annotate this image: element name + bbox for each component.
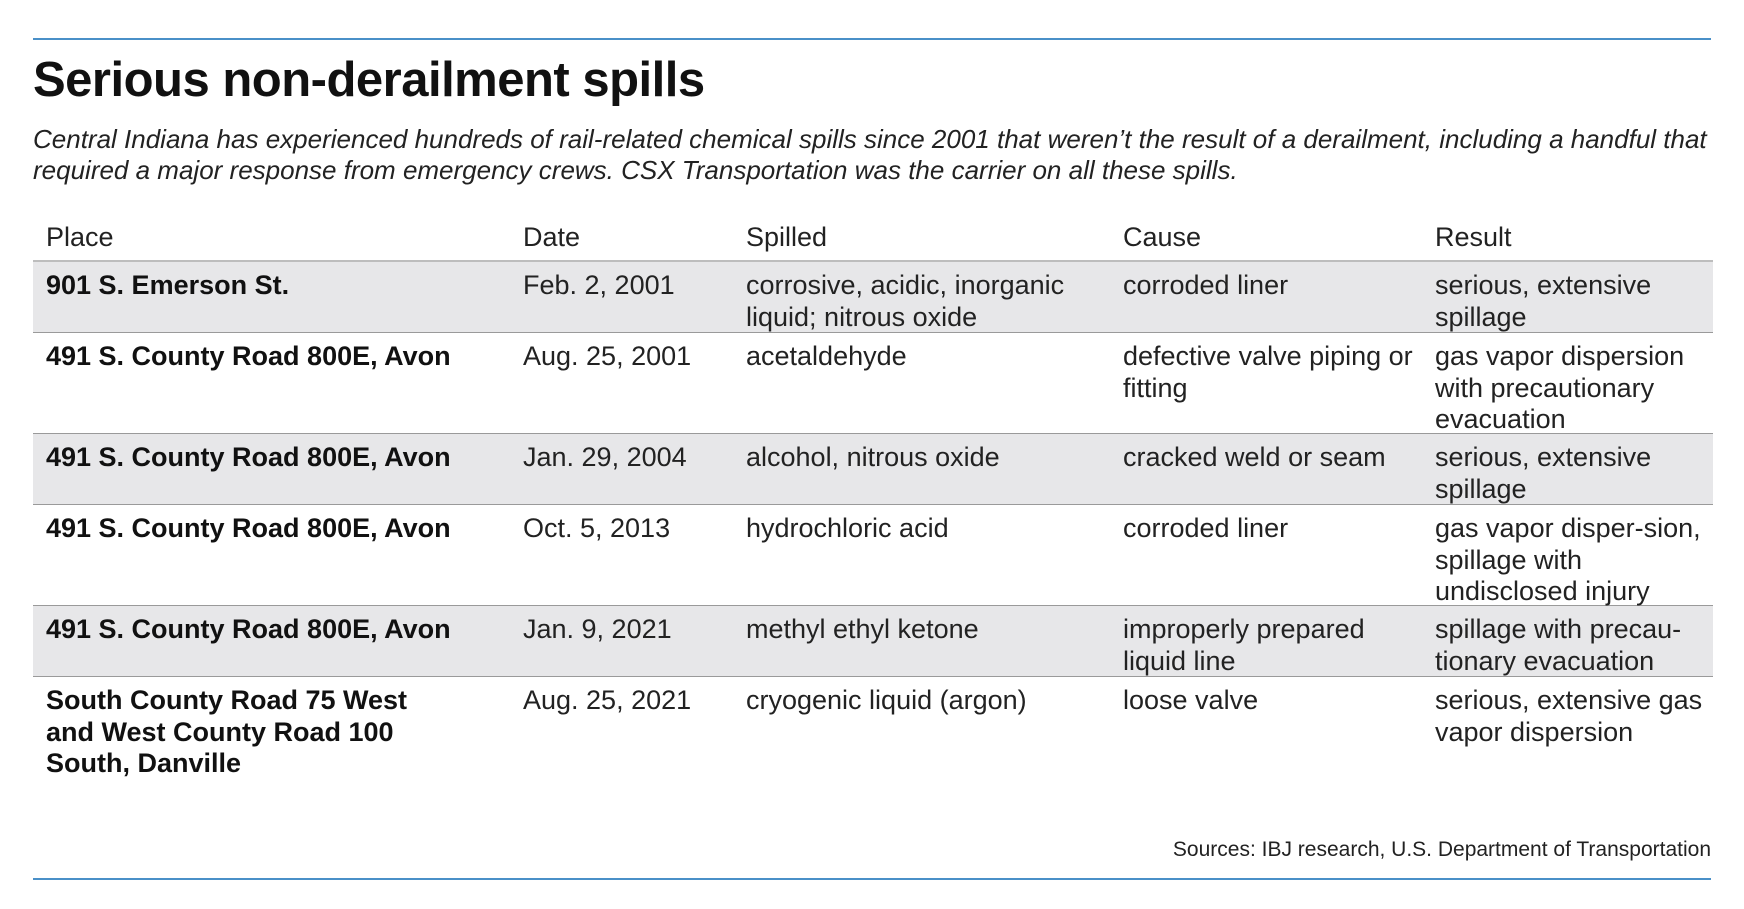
cell-cause: loose valve	[1123, 685, 1259, 715]
cell-result: gas vapor disper-sion, spillage with und…	[1435, 513, 1701, 606]
cell-result: serious, extensive spillage	[1435, 270, 1652, 332]
cell-cause: cracked weld or seam	[1123, 442, 1386, 472]
cell-date: Jan. 9, 2021	[523, 614, 672, 644]
cell-result: serious, extensive gas vapor dispersion	[1435, 685, 1703, 747]
cell-date: Jan. 29, 2004	[523, 442, 687, 472]
header-date: Date	[523, 222, 581, 252]
cell-place: 491 S. County Road 800E, Avon	[46, 442, 451, 472]
spills-table: Place Date Spilled Cause Result 901 S. E…	[33, 218, 1713, 778]
page-title: Serious non-derailment spills	[33, 53, 705, 107]
source-note: Sources: IBJ research, U.S. Department o…	[1172, 838, 1711, 861]
table-row: 491 S. County Road 800E, Avon Jan. 9, 20…	[33, 606, 1713, 677]
cell-date: Aug. 25, 2001	[523, 341, 692, 371]
table-row: 491 S. County Road 800E, Avon Oct. 5, 20…	[33, 505, 1713, 606]
table-row: 491 S. County Road 800E, Avon Jan. 29, 2…	[33, 434, 1713, 505]
header-spilled: Spilled	[746, 222, 828, 252]
cell-spilled: methyl ethyl ketone	[746, 614, 979, 644]
table-row: South County Road 75 West and West Count…	[33, 677, 1713, 778]
bottom-rule	[33, 878, 1711, 880]
cell-place: South County Road 75 West and West Count…	[46, 685, 408, 778]
cell-place: 491 S. County Road 800E, Avon	[46, 614, 451, 644]
header-cause: Cause	[1123, 222, 1202, 252]
cell-result: serious, extensive spillage	[1435, 442, 1652, 504]
cell-place: 491 S. County Road 800E, Avon	[46, 341, 451, 371]
top-rule	[33, 38, 1711, 40]
cell-spilled: acetaldehyde	[746, 341, 907, 371]
table-header-row: Place Date Spilled Cause Result	[33, 218, 1713, 262]
cell-cause: defective valve piping or fitting	[1123, 341, 1413, 403]
cell-result: spillage with precau-tionary evacuation	[1435, 614, 1682, 676]
cell-spilled: alcohol, nitrous oxide	[746, 442, 1000, 472]
header-result: Result	[1435, 222, 1512, 252]
cell-result: gas vapor dispersion with precautionary …	[1435, 341, 1685, 434]
cell-cause: corroded liner	[1123, 513, 1289, 543]
cell-spilled: corrosive, acidic, inorganic liquid; nit…	[746, 270, 1065, 332]
cell-cause: corroded liner	[1123, 270, 1289, 300]
cell-spilled: hydrochloric acid	[746, 513, 949, 543]
table-row: 491 S. County Road 800E, Avon Aug. 25, 2…	[33, 333, 1713, 434]
table-row: 901 S. Emerson St. Feb. 2, 2001 corrosiv…	[33, 262, 1713, 333]
cell-date: Feb. 2, 2001	[523, 270, 675, 300]
cell-date: Aug. 25, 2021	[523, 685, 692, 715]
cell-spilled: cryogenic liquid (argon)	[746, 685, 1027, 715]
cell-place: 491 S. County Road 800E, Avon	[46, 513, 451, 543]
cell-place: 901 S. Emerson St.	[46, 270, 290, 300]
cell-date: Oct. 5, 2013	[523, 513, 671, 543]
cell-cause: improperly prepared liquid line	[1123, 614, 1365, 676]
header-place: Place	[46, 222, 114, 252]
page-subtitle: Central Indiana has experienced hundreds…	[33, 124, 1707, 185]
